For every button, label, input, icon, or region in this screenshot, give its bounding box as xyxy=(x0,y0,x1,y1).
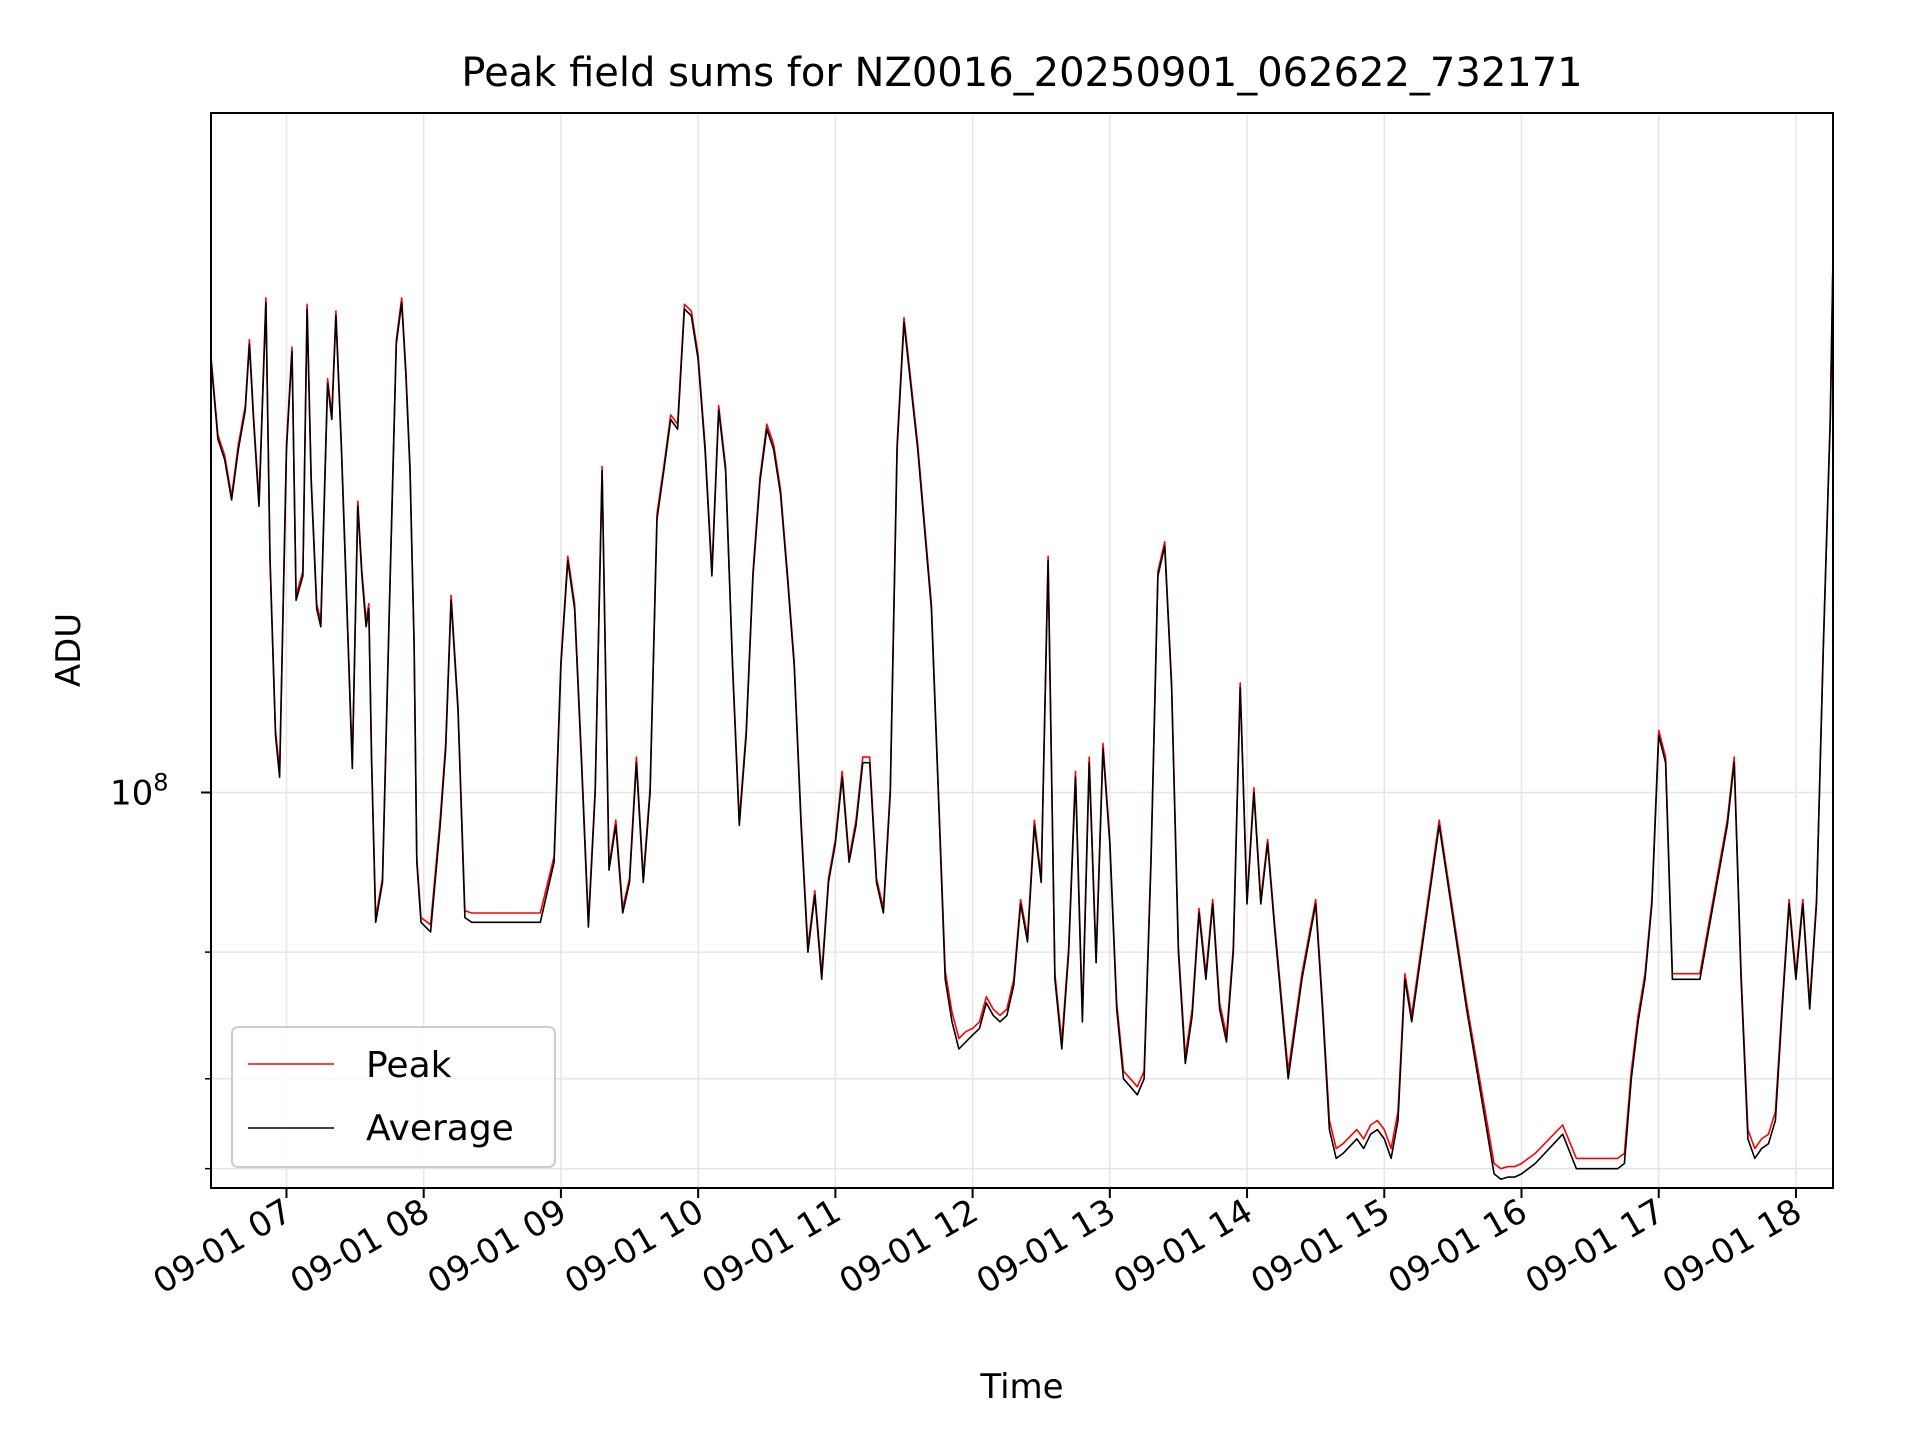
x-axis-label: Time xyxy=(979,1367,1063,1407)
plot-frame xyxy=(210,112,1834,1189)
y-axis-label: ADU xyxy=(49,613,89,687)
y-tick-label: 108 xyxy=(110,768,169,813)
legend-label-peak: Peak xyxy=(366,1045,452,1086)
grid xyxy=(211,113,1833,1188)
y-axis: 108 xyxy=(110,768,211,1170)
series-line-average xyxy=(211,259,1833,1181)
legend: Peak Average xyxy=(231,1026,556,1168)
chart-title: Peak field sums for NZ0016_20250901_0626… xyxy=(461,50,1582,96)
series-layer xyxy=(211,255,1833,1181)
legend-label-average: Average xyxy=(366,1108,514,1149)
legend-frame xyxy=(231,1026,556,1168)
